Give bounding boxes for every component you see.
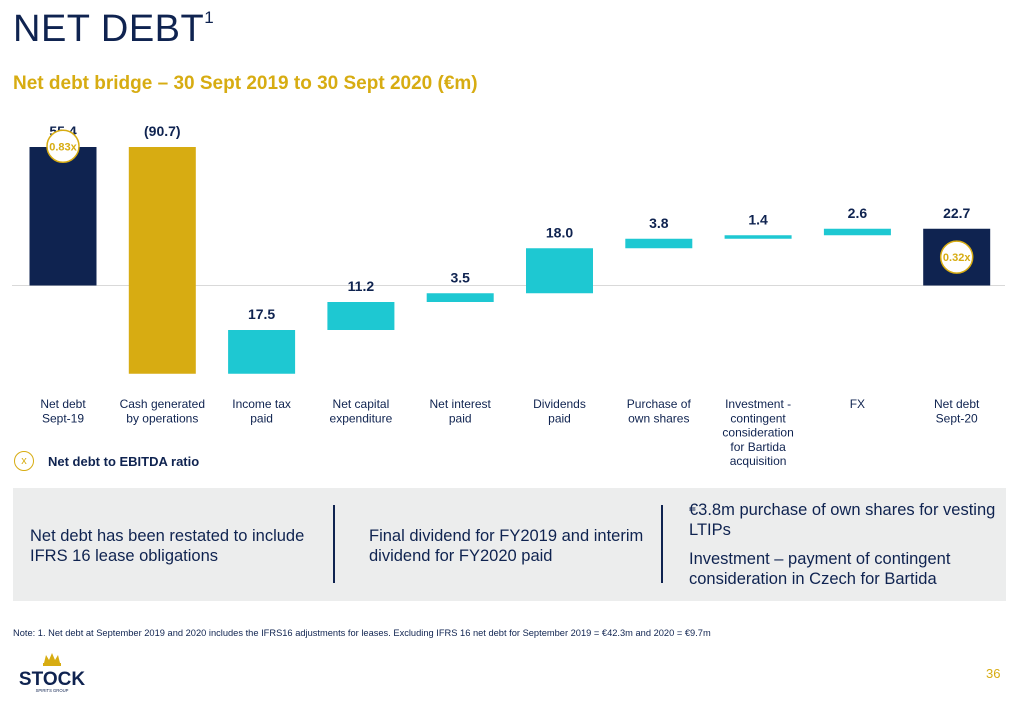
category-label: paid: [449, 411, 472, 425]
ratio-badge-label: 0.83x: [49, 141, 77, 153]
category-label: Net interest: [430, 397, 492, 411]
category-label: Sept-19: [42, 411, 84, 425]
page-title-text: NET DEBT: [13, 8, 205, 50]
category-label: paid: [250, 411, 273, 425]
panel-divider: [661, 505, 663, 583]
footnote-marker: 1: [204, 8, 215, 28]
category-label: expenditure: [330, 411, 393, 425]
panel-note-shares: €3.8m purchase of own shares for vesting…: [689, 501, 996, 539]
bar-value-label: 18.0: [546, 224, 573, 240]
page-title: NET DEBT1: [13, 8, 214, 51]
category-label: Net debt: [934, 397, 980, 411]
waterfall-bar: [625, 238, 693, 249]
legend: x Net debt to EBITDA ratio: [14, 451, 199, 471]
category-label: Dividends: [533, 397, 586, 411]
panel-note-shares-investment: €3.8m purchase of own shares for vesting…: [689, 500, 999, 589]
waterfall-bar: [526, 248, 593, 294]
category-label: by operations: [126, 411, 198, 425]
ratio-badge: [46, 129, 80, 163]
ratio-badge-label: 0.32x: [943, 252, 971, 264]
category-label: Cash generated: [120, 397, 205, 411]
panel-divider: [333, 505, 335, 583]
chart-subtitle: Net debt bridge – 30 Sept 2019 to 30 Sep…: [13, 73, 478, 94]
stock-spirits-logo: STOCK SPIRITS GROUP: [19, 653, 85, 693]
category-label: paid: [548, 411, 571, 425]
footnote: Note: 1. Net debt at September 2019 and …: [13, 628, 711, 638]
category-label: Sept-20: [936, 411, 978, 425]
panel-note-restatement: Net debt has been restated to include IF…: [30, 527, 305, 565]
category-label: acquisition: [730, 454, 787, 468]
ratio-legend-icon: x: [14, 451, 34, 471]
category-label: Net debt: [40, 397, 86, 411]
waterfall-bar: [128, 147, 196, 374]
bar-value-label: 22.7: [943, 205, 970, 221]
bar-value-label: 3.8: [649, 215, 669, 231]
waterfall-bar: [228, 330, 296, 374]
waterfall-bar: [327, 302, 395, 330]
legend-label: Net debt to EBITDA ratio: [48, 453, 200, 469]
category-label: Net capital: [333, 397, 390, 411]
bar-value-label: 3.5: [450, 269, 470, 285]
category-label: Income tax: [232, 397, 291, 411]
category-label: Purchase of: [627, 397, 692, 411]
bar-value-label: 11.2: [348, 278, 375, 294]
category-label: own shares: [628, 411, 689, 425]
category-label: Investment -: [725, 397, 791, 411]
category-label: for Bartida: [730, 440, 786, 454]
panel-note-investment: Investment – payment of contingent consi…: [689, 550, 951, 588]
bar-value-label: (90.7): [144, 123, 181, 139]
waterfall-bar: [724, 235, 792, 239]
crown-icon: [43, 653, 61, 666]
waterfall-bar: [426, 293, 494, 302]
category-label: contingent: [730, 411, 786, 425]
category-label: consideration: [722, 426, 793, 440]
page-number: 36: [986, 666, 1001, 681]
bar-value-label: 1.4: [748, 211, 768, 227]
logo-subtext: SPIRITS GROUP: [36, 688, 69, 693]
ratio-badge: [939, 240, 974, 274]
bar-value-label: 17.5: [248, 306, 275, 322]
key-points-panel: Net debt has been restated to include IF…: [13, 488, 1006, 601]
logo-wordmark: STOCK: [19, 669, 85, 690]
waterfall-bar: [29, 147, 97, 286]
panel-note-dividend: Final dividend for FY2019 and interim di…: [369, 527, 644, 565]
category-label: FX: [850, 397, 865, 411]
waterfall-bar: [823, 228, 891, 236]
bar-value-label: 2.6: [848, 205, 868, 221]
